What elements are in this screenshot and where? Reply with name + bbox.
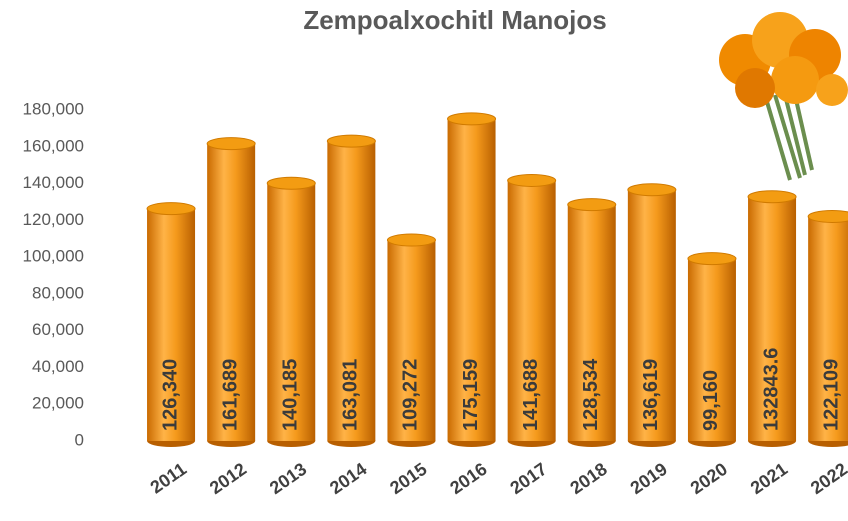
bar-top [628,184,676,196]
value-label: 141,688 [520,359,542,431]
value-label: 161,689 [219,359,241,431]
value-label: 163,081 [340,359,362,431]
y-tick-label: 0 [75,430,84,449]
value-label: 132843.6 [760,348,782,431]
page: Zempoalxochitl Manojos 0 20,000 40,000 60,0… [0,0,848,521]
x-tick-label: 2014 [326,459,370,498]
x-tick-label: 2015 [386,459,430,498]
bar-top [387,234,435,246]
x-tick-label: 2011 [147,459,190,498]
bar-top [568,199,616,211]
y-tick-label: 40,000 [32,357,84,376]
bar-top [147,203,195,215]
x-tick-label: 2013 [266,459,310,498]
x-tick-label: 2022 [807,459,848,498]
chart: Zempoalxochitl Manojos 0 20,000 40,000 60,0… [0,0,848,521]
flower-decoration [719,12,848,180]
y-tick-label: 20,000 [32,394,84,413]
value-label: 128,534 [580,358,602,431]
bar-top [207,138,255,150]
bar-top [448,113,496,125]
value-label: 126,340 [159,359,181,431]
x-tick-label: 2017 [506,459,550,498]
x-tick-label: 2018 [566,459,610,498]
x-tick-label: 2021 [747,459,791,498]
y-tick-label: 80,000 [32,283,84,302]
bar-top [327,135,375,147]
y-tick-label: 160,000 [23,136,84,155]
x-tick-label: 2020 [687,459,731,498]
y-tick-label: 100,000 [23,247,84,266]
chart-title: Zempoalxochitl Manojos [303,5,606,35]
bar-top [808,210,848,222]
y-tick-label: 180,000 [23,99,84,118]
x-tick-label: 2019 [627,459,671,498]
bar-top [688,253,736,265]
bar-top [267,177,315,189]
bar-top [508,174,556,186]
value-label: 175,159 [460,359,482,431]
value-label: 99,160 [700,370,722,431]
value-label: 136,619 [640,359,662,431]
y-tick-label: 120,000 [23,210,84,229]
value-label: 122,109 [820,359,842,431]
x-tick-label: 2016 [446,459,490,498]
x-tick-label: 2012 [206,459,250,498]
bar-top [748,191,796,203]
value-label: 140,185 [280,359,302,431]
y-tick-label: 140,000 [23,173,84,192]
value-label: 109,272 [400,359,422,431]
y-tick-label: 60,000 [32,320,84,339]
